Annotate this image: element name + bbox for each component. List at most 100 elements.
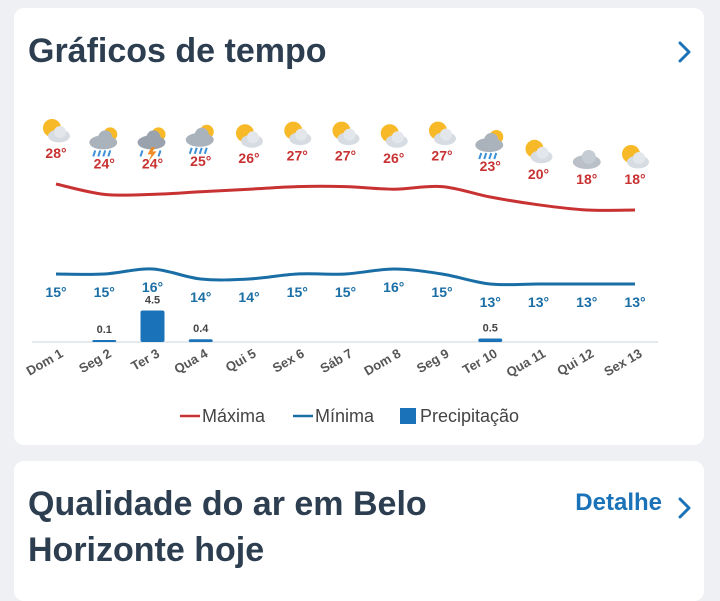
rain-drop xyxy=(193,147,198,155)
cloud-shape xyxy=(633,152,645,164)
sun-cloud-icon xyxy=(622,145,649,169)
x-tick-label: Dom 1 xyxy=(24,346,66,379)
max-temp-label: 28° xyxy=(45,145,66,161)
min-temp-label: 15° xyxy=(94,284,115,300)
rain-drop xyxy=(157,150,162,157)
cloud-shape xyxy=(440,128,452,141)
chevron-right-icon[interactable] xyxy=(677,497,693,519)
weather-charts-card: Gráficos de tempo 0.1 4.5 0.4 0.5 28° 15° Dom … xyxy=(14,8,704,445)
rain-drop xyxy=(203,147,208,155)
sun-cloud-icon xyxy=(43,119,70,143)
cloud-shape xyxy=(581,150,596,164)
max-temp-label: 27° xyxy=(431,148,452,164)
min-temp-label: 13° xyxy=(576,294,597,310)
x-tick-label: Qui 12 xyxy=(554,346,596,379)
precip-label: 0.4 xyxy=(193,323,209,335)
precip-bar xyxy=(478,338,503,342)
x-tick-label: Ter 10 xyxy=(460,346,500,378)
precip-label: 0.1 xyxy=(97,324,112,336)
x-tick-label: Sáb 7 xyxy=(317,346,355,376)
sun-cloud-icon xyxy=(332,121,360,146)
cloud-shape xyxy=(146,130,161,145)
rain-drop xyxy=(188,147,193,155)
min-temp-line xyxy=(55,267,635,287)
rain-drop xyxy=(483,152,488,160)
rain-drop xyxy=(493,152,498,160)
detail-link[interactable]: Detalhe xyxy=(575,489,662,516)
rain-drop xyxy=(107,150,112,157)
max-temp-label: 18° xyxy=(576,171,597,187)
max-temp-label: 25° xyxy=(190,153,211,169)
max-temp-label: 24° xyxy=(142,155,163,171)
min-temp-label: 14° xyxy=(238,289,259,305)
precip-label: 0.5 xyxy=(483,323,498,335)
cloud-shape xyxy=(536,146,549,159)
rain-drop xyxy=(488,152,493,160)
lightning-shape xyxy=(147,147,157,162)
rain-drop xyxy=(198,147,203,155)
max-temp-label: 20° xyxy=(528,166,549,182)
sun-cloud-icon xyxy=(236,124,263,148)
min-temp-label: 13° xyxy=(480,294,501,310)
min-temp-label: 16° xyxy=(383,279,404,295)
max-temp-label: 24° xyxy=(94,155,115,171)
min-temp-label: 13° xyxy=(624,294,645,310)
weather-chart: 0.1 4.5 0.4 0.5 28° 15° Dom 1 24° 15° Seg 2 24° 16°… xyxy=(24,119,658,426)
precip-bar xyxy=(188,339,213,342)
sun-cloud-icon xyxy=(429,121,456,146)
max-temp-label: 26° xyxy=(238,150,259,166)
x-tick-label: Qua 4 xyxy=(171,345,210,376)
x-tick-label: Sex 13 xyxy=(601,346,644,380)
cloud-shape xyxy=(391,131,404,144)
min-temp-label: 13° xyxy=(528,294,549,310)
precip-bar xyxy=(92,340,117,342)
x-tick-label: Seg 2 xyxy=(76,346,114,376)
rain-drop xyxy=(97,150,102,157)
air-quality-title: Qualidade do ar em Belo Horizonte hoje xyxy=(28,485,427,569)
legend-precip-swatch xyxy=(400,408,416,424)
rain-icon xyxy=(475,130,504,160)
cloud-shape xyxy=(247,131,259,144)
max-temp-label: 18° xyxy=(624,171,645,187)
x-tick-label: Qua 11 xyxy=(504,346,548,380)
legend-max-label: Máxima xyxy=(202,406,266,426)
max-temp-label: 27° xyxy=(335,148,356,164)
min-temp-label: 15° xyxy=(287,284,308,300)
min-temp-label: 15° xyxy=(45,284,66,300)
cloud-shape xyxy=(194,127,209,142)
legend-precip-label: Precipitação xyxy=(420,406,519,426)
cloud-shape xyxy=(54,126,66,138)
sun-cloud-icon xyxy=(380,124,408,148)
x-tick-label: Dom 8 xyxy=(361,346,403,379)
max-temp-line xyxy=(55,182,636,212)
max-temp-label: 26° xyxy=(383,150,404,166)
rain-drop xyxy=(102,150,107,157)
x-tick-label: Ter 3 xyxy=(128,346,162,374)
page-title: Gráficos de tempo xyxy=(28,32,327,70)
min-temp-label: 15° xyxy=(335,284,356,300)
cloud-shape xyxy=(343,128,356,141)
max-temp-label: 27° xyxy=(287,148,308,164)
precip-label: 4.5 xyxy=(145,295,160,307)
cloud-shape xyxy=(484,133,499,147)
chevron-right-icon[interactable] xyxy=(677,41,693,63)
x-tick-label: Qui 5 xyxy=(223,346,259,375)
precip-bar xyxy=(140,310,165,342)
sun-cloud-icon xyxy=(525,139,553,164)
rain-drop xyxy=(139,150,144,157)
air-quality-card: Qualidade do ar em Belo Horizonte hoje D… xyxy=(14,461,704,601)
storm-icon xyxy=(137,127,166,162)
rain-icon xyxy=(89,127,118,157)
min-temp-label: 16° xyxy=(142,279,163,295)
cloud-shape xyxy=(295,128,308,141)
rain-icon xyxy=(185,124,214,155)
x-tick-label: Sex 6 xyxy=(270,346,307,376)
cloud-shape xyxy=(98,130,113,145)
min-temp-label: 15° xyxy=(431,284,452,300)
min-temp-label: 14° xyxy=(190,289,211,305)
rain-drop xyxy=(92,150,97,157)
sun-cloud-icon xyxy=(284,121,312,146)
x-tick-label: Seg 9 xyxy=(414,346,452,376)
cloud-icon xyxy=(572,150,601,169)
max-temp-label: 23° xyxy=(480,158,501,174)
